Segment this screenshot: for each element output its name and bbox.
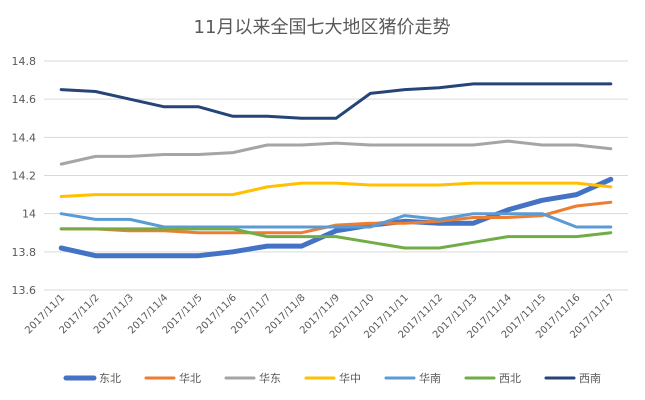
series-line-1 [59,200,613,235]
y-tick-label: 13.6 [12,284,37,297]
y-tick-label: 14.6 [12,93,37,106]
gridlines [44,60,628,291]
y-tick-label: 14.8 [12,55,37,68]
legend-label: 华南 [419,371,441,385]
y-tick-label: 13.8 [12,246,37,259]
series-lines [58,82,614,259]
series-line-2 [59,139,613,166]
series-line-0 [58,176,614,259]
legend-label: 西北 [499,372,521,385]
y-axis-ticks: 13.6 13.8 14 14.2 14.4 14.6 14.8 [12,55,37,297]
legend-label: 华中 [339,371,361,385]
series-line-3 [59,181,613,198]
legend-label: 华北 [179,371,201,385]
legend-label: 东北 [99,372,121,385]
series-line-5 [59,227,613,250]
chart-title: 11月以来全国七大地区猪价走势 [194,17,451,38]
legend-label: 西南 [579,372,601,385]
legend-label: 华东 [259,371,281,385]
x-axis-ticks: 2017/11/12017/11/22017/11/32017/11/42017… [23,292,617,341]
y-tick-label: 14.4 [12,131,37,144]
legend: 东北 华北 华东 华中 华南 西北 西南 [63,371,601,385]
series-line-6 [59,82,613,120]
y-tick-label: 14 [22,208,36,221]
series-line-4 [59,212,613,229]
y-tick-label: 14.2 [12,170,37,183]
